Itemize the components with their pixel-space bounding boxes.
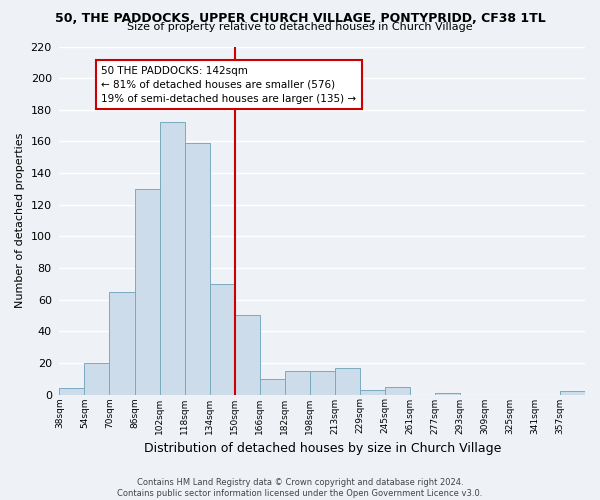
Bar [109,292,134,395]
Bar [335,368,360,394]
Bar [385,386,410,394]
Bar [360,390,385,394]
Bar [435,393,460,394]
Bar [560,392,585,394]
Bar [209,284,235,395]
Bar [260,378,284,394]
Bar [134,189,160,394]
Bar [284,371,310,394]
Bar [59,388,85,394]
Text: Contains HM Land Registry data © Crown copyright and database right 2024.
Contai: Contains HM Land Registry data © Crown c… [118,478,482,498]
X-axis label: Distribution of detached houses by size in Church Village: Distribution of detached houses by size … [143,442,501,455]
Bar [85,363,109,394]
Bar [160,122,185,394]
Text: 50 THE PADDOCKS: 142sqm
← 81% of detached houses are smaller (576)
19% of semi-d: 50 THE PADDOCKS: 142sqm ← 81% of detache… [101,66,356,104]
Bar [310,371,335,394]
Text: 50, THE PADDOCKS, UPPER CHURCH VILLAGE, PONTYPRIDD, CF38 1TL: 50, THE PADDOCKS, UPPER CHURCH VILLAGE, … [55,12,545,26]
Y-axis label: Number of detached properties: Number of detached properties [15,133,25,308]
Bar [185,143,209,395]
Bar [235,316,260,394]
Text: Size of property relative to detached houses in Church Village: Size of property relative to detached ho… [127,22,473,32]
